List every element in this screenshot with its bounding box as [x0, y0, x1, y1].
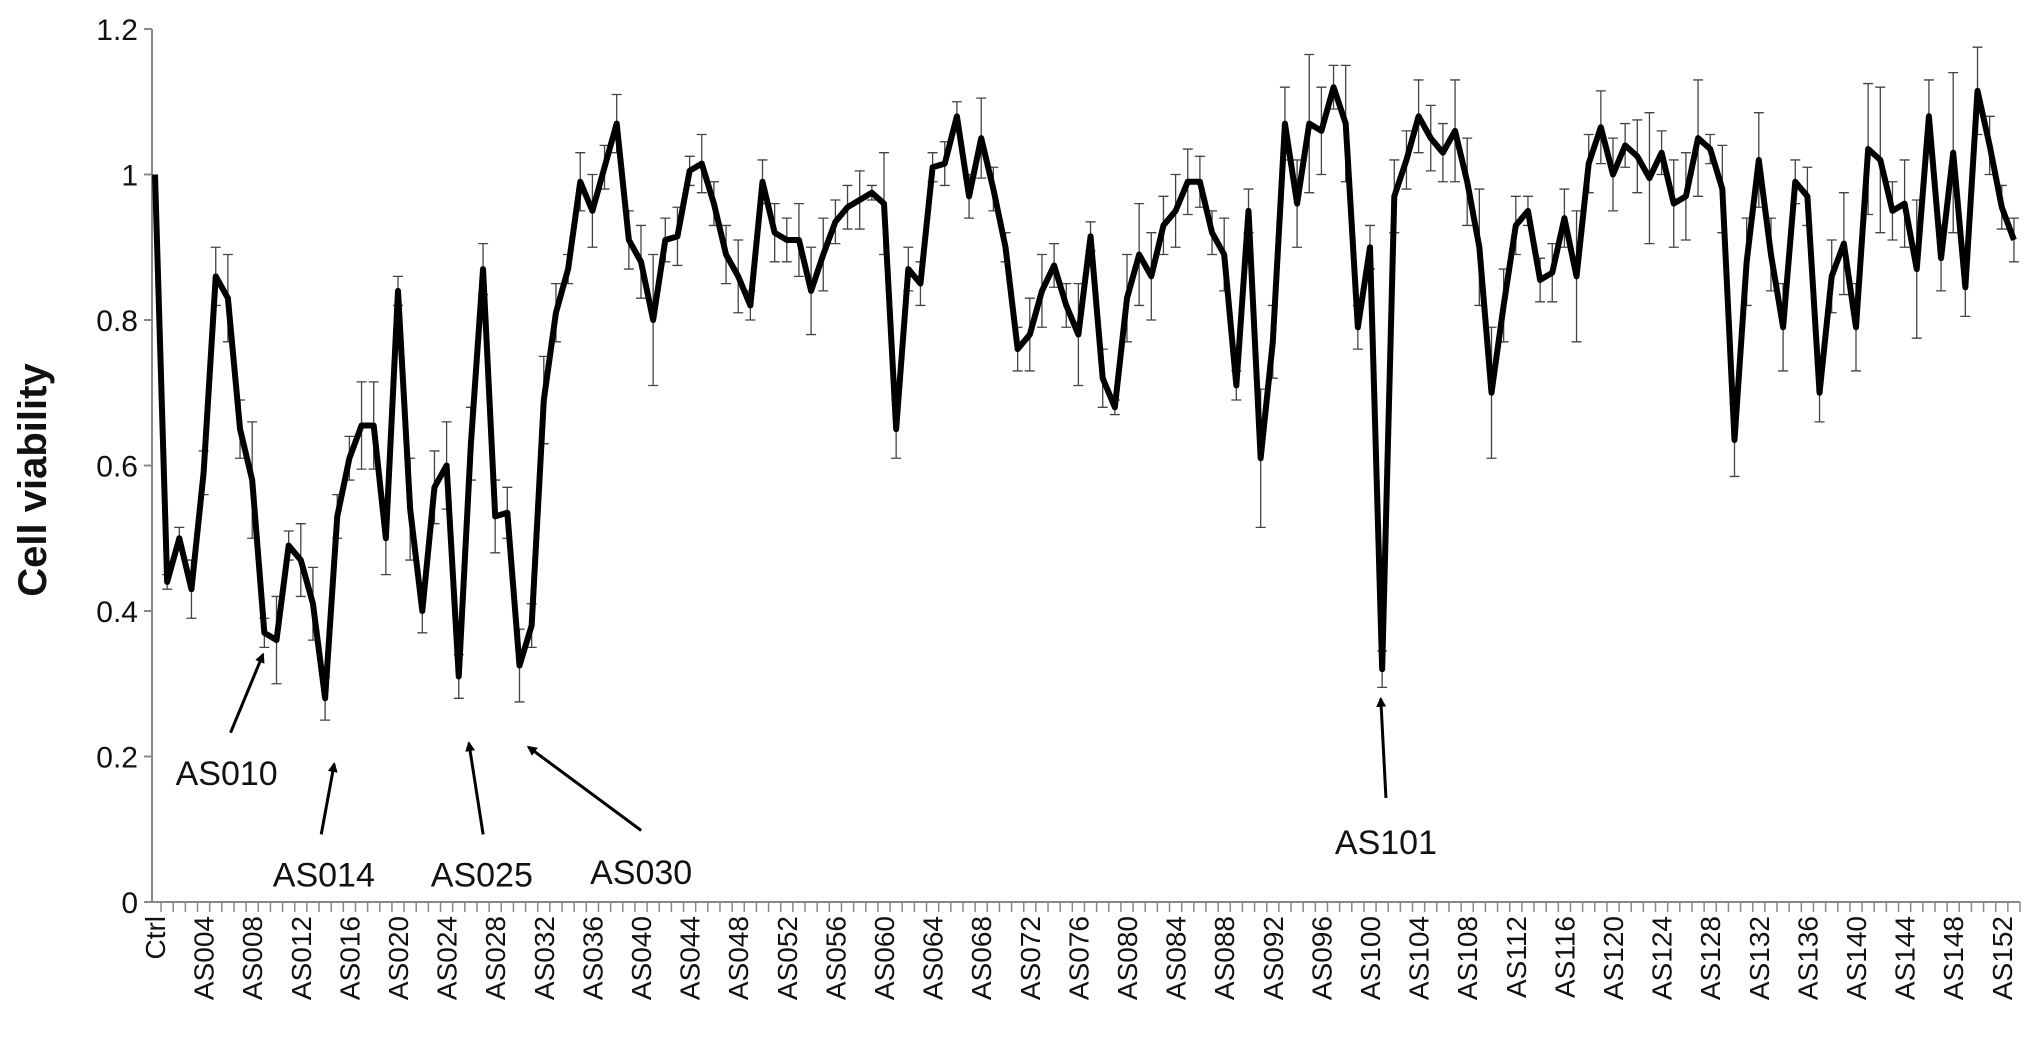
annotation-arrow — [1376, 696, 1388, 798]
annotation-arrow — [465, 741, 485, 835]
y-tick-label: 0.4 — [96, 596, 138, 629]
x-tick-label: AS032 — [529, 916, 560, 1000]
y-axis-label: Cell viability — [11, 363, 55, 597]
x-tick-label: AS096 — [1306, 916, 1337, 1000]
y-tick-label: 0.6 — [96, 451, 138, 484]
annotation: AS030 — [590, 854, 692, 892]
x-tick-label: AS088 — [1209, 916, 1240, 1000]
x-tick-label: AS104 — [1404, 916, 1435, 1000]
x-tick-label: AS128 — [1695, 916, 1726, 1000]
y-tick-label: 0.8 — [96, 305, 138, 338]
x-tick-label: AS048 — [723, 916, 754, 1000]
x-tick-label: AS004 — [189, 916, 220, 1000]
annotation-arrow — [319, 762, 338, 835]
x-tick-label: AS016 — [334, 916, 365, 1000]
data-line — [152, 84, 2017, 702]
x-tick-label: AS060 — [869, 916, 900, 1000]
x-tick-label: AS052 — [772, 916, 803, 1000]
x-tick-label: AS008 — [237, 916, 268, 1000]
x-tick-label: AS108 — [1452, 916, 1483, 1000]
x-tick-label: AS148 — [1938, 916, 1969, 1000]
annotation: AS025 — [431, 857, 533, 895]
x-tick-label: AS116 — [1549, 916, 1580, 998]
x-tick-label: AS024 — [432, 916, 463, 1000]
y-tick-label: 0.2 — [96, 742, 138, 775]
x-tick-label: AS012 — [286, 916, 317, 1000]
x-tick-label: AS044 — [675, 916, 706, 1000]
annotation-arrow — [526, 745, 643, 832]
x-tick-label: AS080 — [1112, 916, 1143, 1000]
x-tick-label: AS092 — [1258, 916, 1289, 1000]
x-tick-label: AS028 — [480, 916, 511, 1000]
x-tick-label: AS036 — [577, 916, 608, 1000]
x-tick-label: AS100 — [1355, 916, 1386, 1000]
annotation-arrow — [229, 652, 265, 734]
annotation: AS010 — [176, 755, 278, 793]
x-tick-label: AS040 — [626, 916, 657, 1000]
x-tick-label: AS144 — [1890, 916, 1921, 1000]
x-tick-label: Ctrl — [140, 916, 171, 960]
x-tick-label: AS084 — [1161, 916, 1192, 1000]
x-tick-label: AS120 — [1598, 916, 1629, 1000]
x-tick-label: AS124 — [1647, 916, 1678, 1000]
y-tick-label: 1 — [121, 160, 138, 193]
x-tick-label: AS076 — [1063, 916, 1094, 1000]
y-tick-label: 1.2 — [96, 14, 138, 47]
x-tick-label: AS068 — [966, 916, 997, 1000]
x-tick-label: AS064 — [918, 916, 949, 1000]
x-tick-label: AS112 — [1501, 916, 1532, 998]
annotation: AS101 — [1335, 824, 1437, 862]
x-tick-label: AS072 — [1015, 916, 1046, 1000]
x-tick-label: AS132 — [1744, 916, 1775, 1000]
x-tick-label: AS140 — [1841, 916, 1872, 1000]
y-tick-label: 0 — [121, 887, 138, 920]
annotation: AS014 — [273, 857, 375, 895]
x-tick-label: AS056 — [820, 916, 851, 1000]
x-tick-label: AS020 — [383, 916, 414, 1000]
x-tick-label: AS152 — [1987, 916, 2018, 1000]
x-tick-label: AS136 — [1792, 916, 1823, 1000]
